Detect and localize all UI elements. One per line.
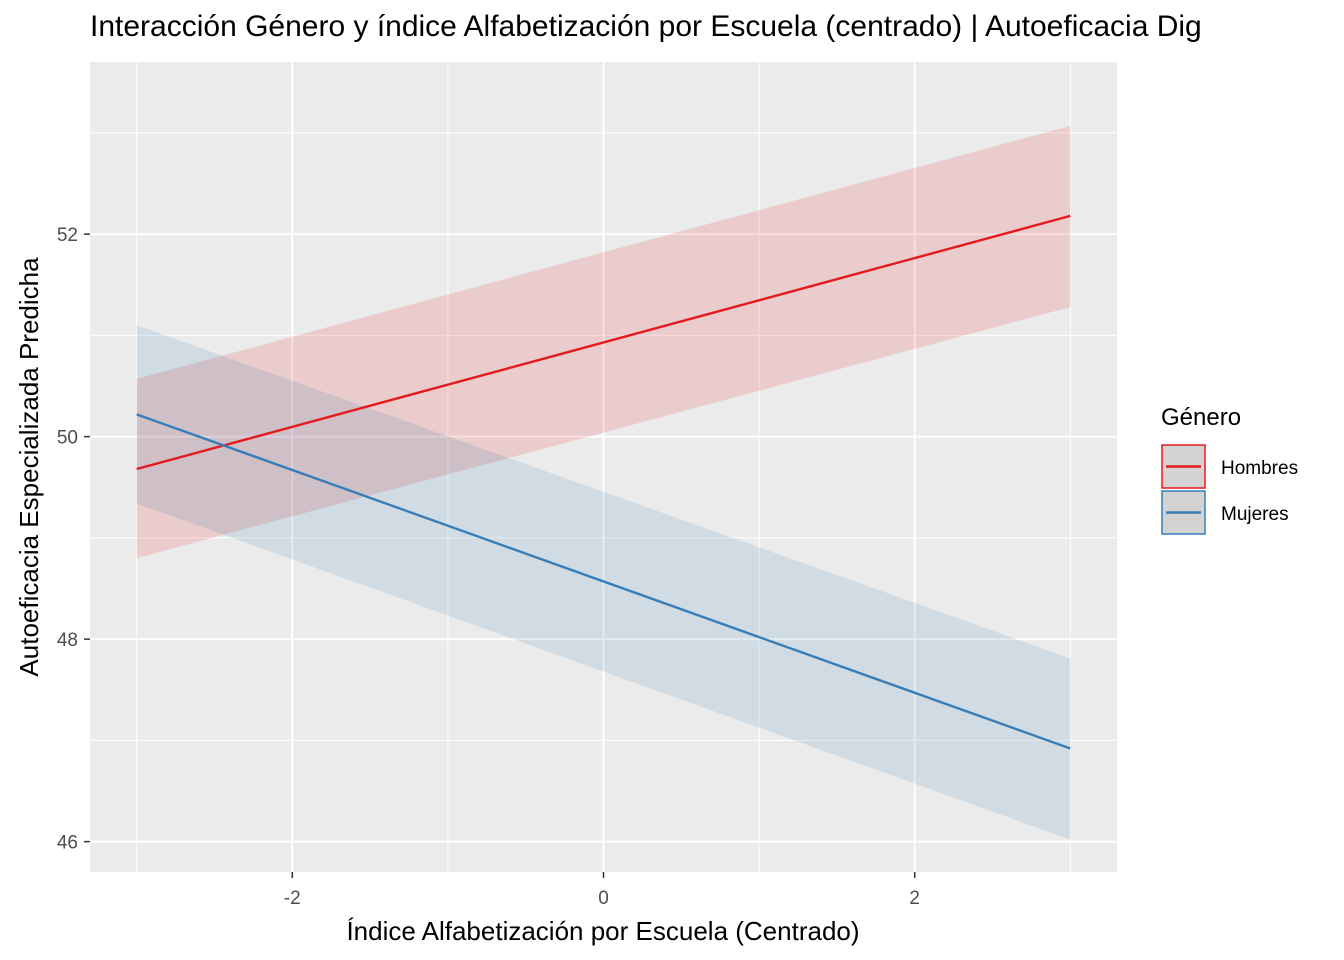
y-tick-label: 50 [57, 428, 78, 449]
legend-label-mujeres: Mujeres [1221, 504, 1289, 525]
series-lines [136, 214, 1071, 750]
y-tick-label: 48 [57, 630, 78, 651]
grid-major [90, 62, 1117, 872]
axis-tick-labels: -2 0 2 46 48 50 52 [57, 225, 920, 909]
line-hombres [136, 214, 1071, 471]
legend-label-hombres: Hombres [1221, 458, 1298, 479]
x-tick-label: 2 [909, 888, 920, 909]
y-tick-label: 52 [57, 225, 78, 246]
y-tick-label: 46 [57, 833, 78, 854]
chart-title: Interacción Género y índice Alfabetizaci… [90, 10, 1202, 43]
x-tick-label: 0 [598, 888, 609, 909]
line-mujeres [136, 413, 1071, 750]
x-tick-label: -2 [284, 888, 301, 909]
legend: Género Hombres Mujeres [1161, 404, 1298, 535]
x-axis-title: Índice Alfabetización por Escuela (Centr… [346, 916, 859, 946]
legend-title: Género [1161, 404, 1241, 431]
axis-ticks [84, 233, 916, 878]
legend-items: Hombres Mujeres [1161, 444, 1298, 535]
y-axis-title: Autoeficacia Especializada Predicha [14, 257, 44, 677]
